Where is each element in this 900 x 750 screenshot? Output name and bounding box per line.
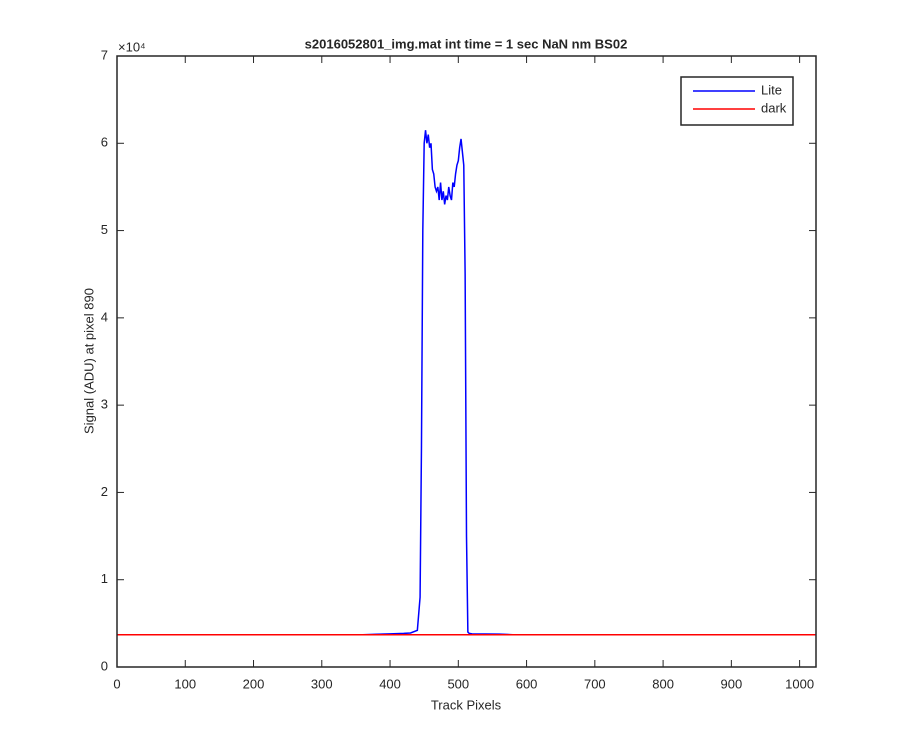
x-tick-label: 100: [174, 676, 196, 691]
x-tick-label: 700: [584, 676, 606, 691]
y-tick-label: 2: [101, 484, 108, 499]
y-tick-label: 0: [101, 658, 108, 673]
x-tick-label: 200: [243, 676, 265, 691]
legend-label: dark: [761, 100, 787, 115]
y-tick-label: 7: [101, 47, 108, 62]
x-tick-label: 800: [652, 676, 674, 691]
y-tick-label: 5: [101, 222, 108, 237]
chart-title: s2016052801_img.mat int time = 1 sec NaN…: [305, 36, 628, 51]
y-tick-label: 3: [101, 397, 108, 412]
legend-box: [680, 76, 794, 126]
axes-box: [116, 55, 817, 668]
x-axis-label: Track Pixels: [431, 697, 502, 712]
x-tick-label: 0: [113, 676, 120, 691]
y-exponent: ×10⁴: [118, 39, 146, 54]
x-tick-label: 400: [379, 676, 401, 691]
y-tick-label: 6: [101, 135, 108, 150]
x-tick-label: 600: [516, 676, 538, 691]
y-tick-label: 4: [101, 309, 108, 324]
x-tick-label: 300: [311, 676, 333, 691]
x-tick-label: 900: [721, 676, 743, 691]
x-tick-label: 500: [447, 676, 469, 691]
y-axis-label: Signal (ADU) at pixel 890: [81, 288, 96, 434]
y-tick-label: 1: [101, 571, 108, 586]
x-tick-label: 1000: [785, 676, 814, 691]
legend-label: Lite: [761, 82, 782, 97]
